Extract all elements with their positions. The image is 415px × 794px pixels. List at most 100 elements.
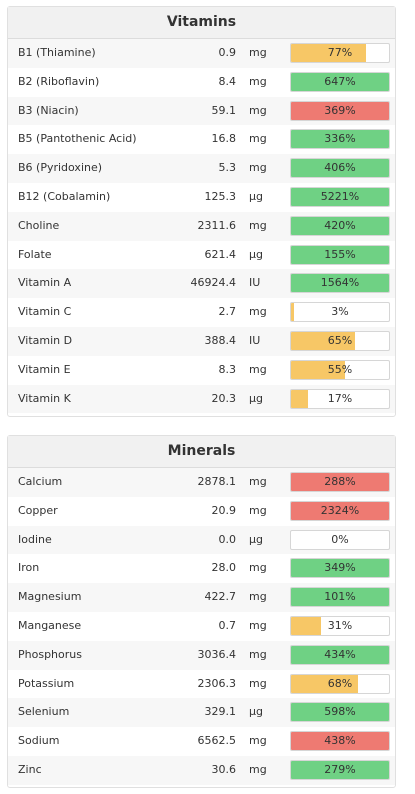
nutrient-amount: 46924.4 xyxy=(190,276,237,290)
nutrient-amount: 388.4 xyxy=(204,333,237,347)
percent-label: 369% xyxy=(324,103,356,117)
nutrient-amount: 0.0 xyxy=(218,532,237,546)
percent-bar-fill xyxy=(291,360,345,379)
nutrient-amount: 5.3 xyxy=(218,161,237,175)
percent-label: 279% xyxy=(324,762,356,776)
vitamins-panel: Vitamins B1 (Thiamine) 0.9 mg 77% B2 (Ribofl… xyxy=(7,6,396,417)
percent-label: 349% xyxy=(324,561,356,575)
percent-bar: 647% xyxy=(290,71,390,92)
nutrient-amount: 3036.4 xyxy=(197,647,237,661)
percent-bar-fill xyxy=(291,473,389,491)
nutrient-amount: 2.7 xyxy=(218,305,237,319)
nutrient-name: Folate xyxy=(18,247,52,261)
nutrient-unit: mg xyxy=(249,618,267,632)
table-row: Manganese 0.7 mg 31% xyxy=(8,612,395,641)
table-row: Phosphorus 3036.4 mg 434% xyxy=(8,640,395,670)
nutrient-name: Iodine xyxy=(18,532,52,546)
nutrient-amount: 2878.1 xyxy=(197,475,237,488)
nutrient-amount: 8.4 xyxy=(218,74,237,88)
percent-bar: 598% xyxy=(290,702,390,723)
nutrient-unit: mg xyxy=(249,362,267,376)
percent-bar-fill xyxy=(291,187,389,206)
nutrient-name: B6 (Pyridoxine) xyxy=(18,161,103,175)
percent-bar-fill xyxy=(291,616,322,635)
percent-bar-fill xyxy=(291,245,389,264)
nutrient-name: Iron xyxy=(18,561,40,575)
table-row: Potassium 2306.3 mg 68% xyxy=(8,670,395,699)
percent-label: 420% xyxy=(324,218,356,232)
nutrient-name: Phosphorus xyxy=(18,647,82,661)
percent-bar-fill xyxy=(291,760,389,779)
nutrient-unit: µg xyxy=(249,705,263,719)
percent-label: 288% xyxy=(324,475,356,488)
nutrient-name: Choline xyxy=(18,218,60,232)
nutrient-name: Magnesium xyxy=(18,590,82,604)
table-row: Choline 2311.6 mg 420% xyxy=(8,211,395,241)
table-row: Vitamin D 388.4 IU 65% xyxy=(8,326,395,356)
percent-bar-fill xyxy=(291,674,358,693)
nutrient-amount: 28.0 xyxy=(211,561,237,575)
minerals-panel: Minerals Calcium 2878.1 mg 288% Copper 20.9 mg… xyxy=(7,435,396,788)
nutrient-name: Zinc xyxy=(18,762,42,776)
table-row: Sodium 6562.5 mg 438% xyxy=(8,727,395,756)
percent-bar: 0% xyxy=(290,529,390,550)
nutrient-unit: mg xyxy=(249,762,267,776)
table-row: Calcium 2878.1 mg 288% xyxy=(8,468,395,497)
percent-label: 155% xyxy=(324,247,356,261)
nutrient-unit: mg xyxy=(249,647,267,661)
percent-bar: 68% xyxy=(290,673,390,694)
nutrient-unit: mg xyxy=(249,103,267,117)
vitamins-title: Vitamins xyxy=(8,7,395,39)
table-row: Vitamin A 46924.4 IU 1564% xyxy=(8,269,395,299)
percent-label: 3% xyxy=(331,305,349,319)
percent-bar-fill xyxy=(291,274,389,293)
table-row: Zinc 30.6 mg 279% xyxy=(8,755,395,785)
percent-bar: 31% xyxy=(290,615,390,636)
percent-label: 5221% xyxy=(320,189,360,203)
percent-label: 647% xyxy=(324,74,356,88)
percent-label: 438% xyxy=(324,734,356,748)
percent-bar-fill xyxy=(291,303,294,322)
percent-label: 1564% xyxy=(320,276,360,290)
nutrient-unit: µg xyxy=(249,391,263,405)
nutrient-amount: 30.6 xyxy=(211,762,237,776)
percent-bar: 1564% xyxy=(290,273,390,294)
percent-bar-fill xyxy=(291,331,355,350)
nutrient-name: Potassium xyxy=(18,676,75,690)
nutrient-name: Copper xyxy=(18,503,58,517)
percent-bar-fill xyxy=(291,101,389,120)
percent-bar-fill xyxy=(291,44,367,62)
percent-bar: 369% xyxy=(290,100,390,121)
percent-bar: 434% xyxy=(290,644,390,665)
percent-bar-fill xyxy=(291,645,389,664)
percent-bar-fill xyxy=(291,72,389,91)
table-row: Iron 28.0 mg 349% xyxy=(8,554,395,583)
percent-bar: 101% xyxy=(290,587,390,608)
nutrient-unit: mg xyxy=(249,132,267,146)
percent-label: 31% xyxy=(327,618,353,632)
nutrient-unit: mg xyxy=(249,305,267,319)
nutrient-amount: 6562.5 xyxy=(197,734,237,748)
nutrient-unit: mg xyxy=(249,475,267,488)
nutrient-unit: mg xyxy=(249,676,267,690)
percent-label: 65% xyxy=(327,333,353,347)
nutrient-unit: mg xyxy=(249,46,267,59)
nutrient-name: Vitamin E xyxy=(18,362,71,376)
nutrient-name: B12 (Cobalamin) xyxy=(18,189,111,203)
nutrient-amount: 16.8 xyxy=(211,132,237,146)
table-row: Selenium 329.1 µg 598% xyxy=(8,698,395,728)
nutrient-unit: mg xyxy=(249,161,267,175)
nutrient-unit: mg xyxy=(249,734,267,748)
table-row: Copper 20.9 mg 2324% xyxy=(8,497,395,526)
percent-bar: 3% xyxy=(290,302,390,323)
nutrient-amount: 59.1 xyxy=(211,103,237,117)
percent-bar: 406% xyxy=(290,158,390,179)
percent-label: 68% xyxy=(327,676,353,690)
nutrient-amount: 329.1 xyxy=(204,705,237,719)
percent-bar-fill xyxy=(291,501,389,520)
percent-label: 17% xyxy=(327,391,353,405)
nutrient-unit: mg xyxy=(249,74,267,88)
percent-label: 598% xyxy=(324,705,356,719)
nutrient-name: Vitamin C xyxy=(18,305,72,319)
nutrient-unit: µg xyxy=(249,189,263,203)
